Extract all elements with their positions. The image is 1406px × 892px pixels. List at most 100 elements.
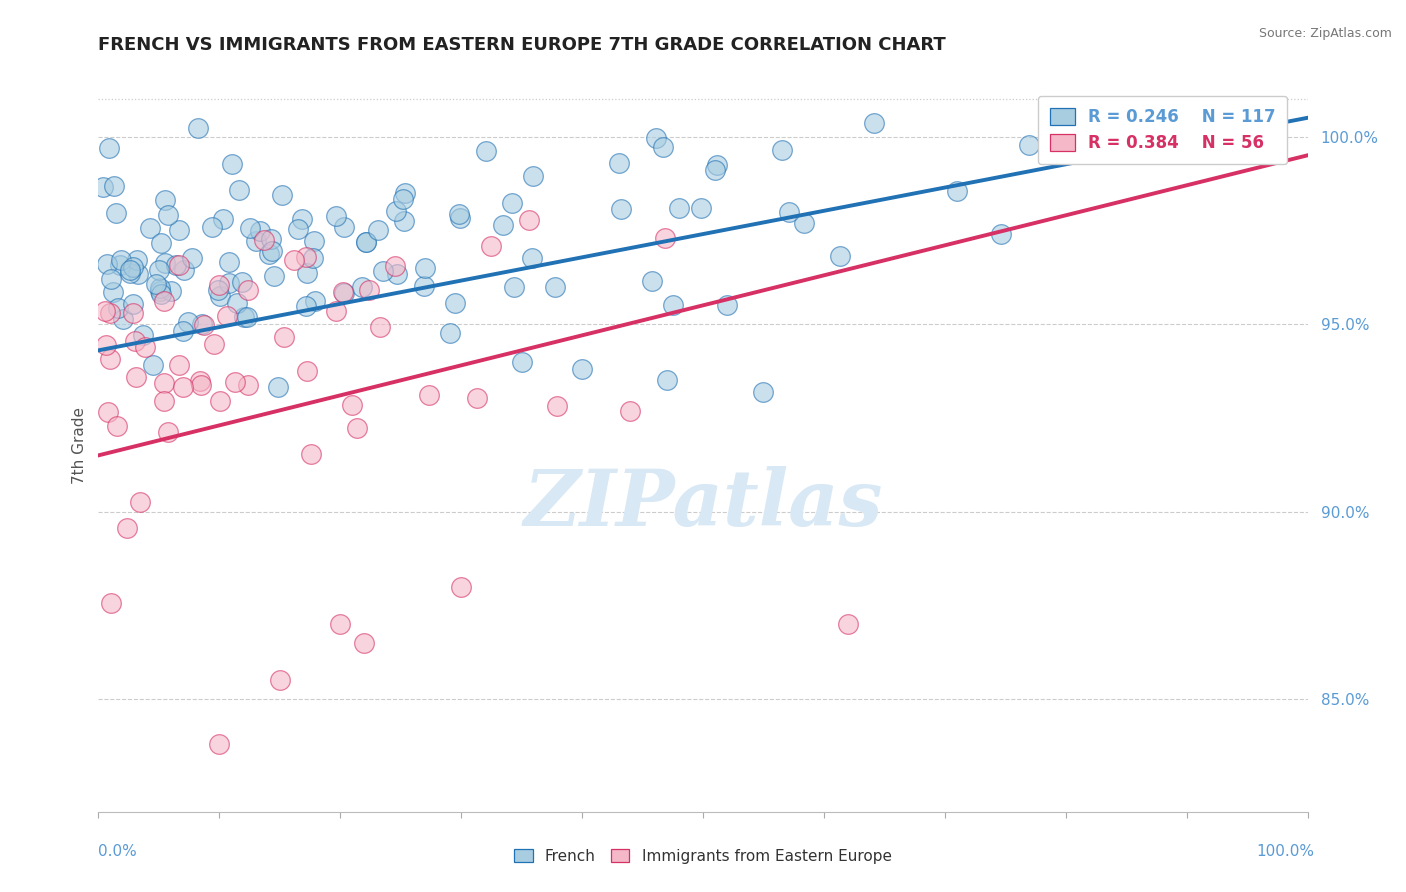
Point [187,121,209,136]
Point [125,369,148,384]
Point [793,216,815,230]
Point [260,232,283,246]
Point [153,376,176,390]
Point [450,580,472,594]
Point [253,233,276,247]
Point [91,180,114,194]
Point [98,351,121,366]
Point [236,310,259,325]
Point [394,186,416,200]
Point [239,220,262,235]
Point [153,256,176,270]
Point [353,636,375,650]
Point [392,213,415,227]
Point [294,250,316,264]
Point [153,393,176,408]
Point [202,337,225,351]
Point [359,283,381,297]
Point [118,263,141,277]
Y-axis label: 7th Grade: 7th Grade [72,408,87,484]
Point [101,285,124,299]
Point [475,144,498,158]
Point [212,212,235,227]
Point [651,140,673,154]
Point [150,235,173,250]
Point [167,223,190,237]
Point [329,617,352,632]
Point [98,306,121,320]
Text: Source: ZipAtlas.com: Source: ZipAtlas.com [1258,27,1392,40]
Point [607,155,630,169]
Point [371,264,394,278]
Point [103,179,125,194]
Point [752,384,775,399]
Point [610,202,633,217]
Point [391,192,413,206]
Point [384,259,406,273]
Point [224,375,246,389]
Point [295,266,318,280]
Point [107,301,129,316]
Point [302,252,325,266]
Point [262,244,284,259]
Point [127,268,149,282]
Point [778,204,800,219]
Point [96,256,118,270]
Point [340,398,363,412]
Point [283,252,305,267]
Point [304,293,326,308]
Point [159,284,181,298]
Point [385,204,408,219]
Point [96,338,118,352]
Point [156,208,179,222]
Point [354,235,377,249]
Point [108,258,131,272]
Point [1157,106,1180,120]
Point [148,284,170,298]
Point [145,277,167,291]
Point [97,141,120,155]
Point [132,327,155,342]
Point [139,220,162,235]
Point [209,288,232,302]
Point [129,494,152,508]
Point [153,193,176,207]
Point [156,425,179,440]
Point [134,340,156,354]
Point [226,296,249,310]
Point [173,263,195,277]
Point [218,276,240,290]
Point [522,169,544,183]
Point [356,235,378,250]
Point [367,223,389,237]
Point [546,400,568,414]
Point [263,269,285,284]
Point [370,319,392,334]
Point [232,310,254,324]
Point [201,220,224,235]
Point [704,163,727,178]
Point [190,378,212,392]
Point [1135,141,1157,155]
Point [142,358,165,372]
Point [828,249,851,263]
Point [208,737,231,751]
Point [121,260,143,275]
Point [111,311,134,326]
Point [297,364,319,378]
Point [503,280,526,294]
Point [668,201,690,215]
Point [690,202,713,216]
Point [387,267,409,281]
Point [152,294,174,309]
Point [444,296,467,310]
Point [100,272,122,286]
Point [418,387,440,401]
Point [571,362,593,376]
Point [990,227,1012,242]
Point [770,143,793,157]
Point [167,358,190,372]
Point [333,220,356,235]
Point [115,521,138,535]
Point [207,277,229,292]
